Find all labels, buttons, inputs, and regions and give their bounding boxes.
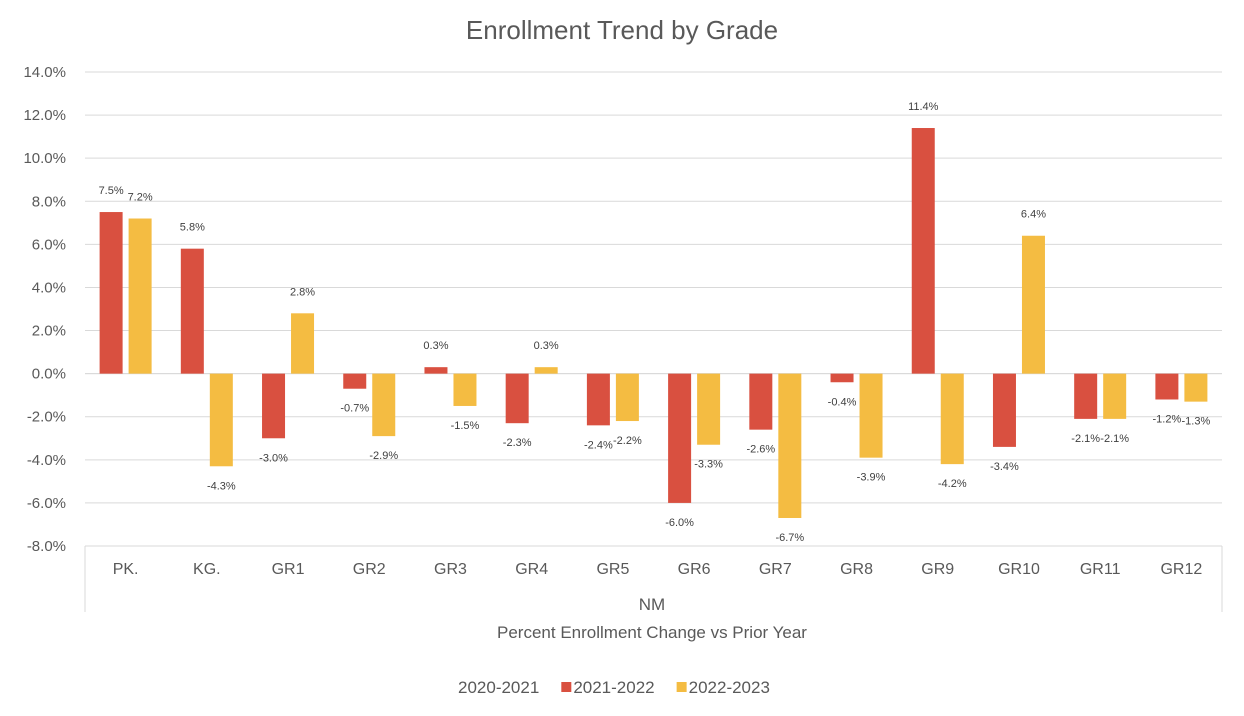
data-label: -4.3% [207, 480, 236, 492]
x-tick-label: GR10 [998, 561, 1040, 578]
legend-swatch [561, 682, 572, 692]
data-label: -3.0% [259, 452, 288, 464]
y-tick-label: -8.0% [27, 538, 66, 555]
legend: 2020-2021 2021-2022 2022-2023 [458, 678, 770, 697]
data-label: -3.4% [990, 461, 1019, 473]
bar-2022-2023 [534, 367, 558, 374]
bar-2022-2023 [128, 218, 152, 374]
group-label: NM [639, 595, 665, 614]
y-tick-label: 12.0% [23, 107, 66, 124]
y-tick-label: 6.0% [32, 236, 66, 253]
bar-2022-2023 [291, 313, 315, 374]
bar-2021-2022 [1155, 373, 1179, 400]
x-tick-label: GR12 [1160, 561, 1202, 578]
bar-2022-2023 [859, 373, 883, 458]
data-label: 0.3% [534, 340, 559, 352]
data-label: -2.3% [503, 437, 532, 449]
x-axis-title: Percent Enrollment Change vs Prior Year [497, 623, 807, 642]
data-label: -2.6% [746, 444, 775, 456]
bar-2021-2022 [586, 373, 610, 426]
y-tick-label: 14.0% [23, 64, 66, 81]
bar-2021-2022 [992, 373, 1016, 447]
x-tick-label: GR9 [921, 561, 954, 578]
data-label: -2.2% [613, 435, 642, 447]
bar-2021-2022 [505, 373, 529, 424]
data-label: 7.2% [128, 192, 153, 204]
x-tick-label: GR1 [272, 561, 305, 578]
y-tick-label: -6.0% [27, 495, 66, 512]
bar-2022-2023 [209, 373, 233, 467]
bar-2021-2022 [180, 248, 204, 374]
y-tick-label: 10.0% [23, 150, 66, 167]
data-label: -1.3% [1182, 416, 1211, 428]
y-tick-label: 0.0% [32, 366, 66, 383]
bar-2022-2023 [615, 373, 639, 422]
data-label: -2.1% [1100, 433, 1129, 445]
y-tick-label: -4.0% [27, 452, 66, 469]
chart-title: Enrollment Trend by Grade [466, 15, 778, 45]
data-label: -1.2% [1153, 413, 1182, 425]
data-label: 0.3% [423, 340, 448, 352]
x-tick-label: GR8 [840, 561, 873, 578]
y-tick-label: -2.0% [27, 409, 66, 426]
data-label: -4.2% [938, 478, 967, 490]
data-label: -2.9% [369, 450, 398, 462]
data-label: -6.0% [665, 517, 694, 529]
x-tick-label: KG. [193, 561, 221, 578]
data-label: -2.4% [584, 439, 613, 451]
x-tick-label: GR11 [1080, 561, 1121, 578]
data-label: 6.4% [1021, 209, 1046, 221]
bar-2022-2023 [372, 373, 396, 437]
bar-2022-2023 [1103, 373, 1127, 419]
bar-2022-2023 [778, 373, 802, 518]
legend-entry: 2021-2022 [573, 678, 654, 697]
data-label: 5.8% [180, 222, 205, 234]
bar-2021-2022 [1074, 373, 1098, 419]
x-tick-label: GR3 [434, 561, 467, 578]
bar-2021-2022 [911, 128, 935, 374]
data-label: -6.7% [775, 532, 804, 544]
y-tick-label: 2.0% [32, 323, 66, 340]
y-tick-label: 8.0% [32, 193, 66, 210]
data-label: -2.1% [1071, 433, 1100, 445]
legend-entry: 2022-2023 [689, 678, 770, 697]
bar-2022-2023 [1184, 373, 1208, 402]
bar-2021-2022 [343, 373, 367, 389]
legend-swatch [676, 682, 687, 692]
data-label: -0.7% [340, 403, 369, 415]
bar-2021-2022 [262, 373, 286, 439]
bar-2021-2022 [99, 212, 123, 374]
data-label: 2.8% [290, 286, 315, 298]
data-label: -3.9% [857, 472, 886, 484]
bar-2021-2022 [830, 373, 854, 383]
data-label: 11.4% [908, 101, 939, 113]
bar-2021-2022 [749, 373, 773, 430]
data-label: -1.5% [451, 420, 480, 432]
y-tick-label: 4.0% [32, 279, 66, 296]
x-tick-label: GR4 [515, 561, 548, 578]
bar-2021-2022 [668, 373, 692, 503]
bar-2022-2023 [453, 373, 477, 406]
x-tick-label: GR5 [596, 561, 629, 578]
bar-2021-2022 [424, 367, 448, 374]
x-tick-label: GR2 [353, 561, 386, 578]
bar-2022-2023 [940, 373, 964, 465]
data-label: 7.5% [99, 185, 124, 197]
bar-2022-2023 [697, 373, 721, 445]
x-tick-label: GR6 [678, 561, 711, 578]
data-label: -3.3% [694, 459, 723, 471]
bar-2022-2023 [1021, 235, 1045, 374]
x-tick-label: PK. [113, 561, 139, 578]
data-label: -0.4% [828, 396, 857, 408]
legend-entry: 2020-2021 [458, 678, 539, 697]
x-tick-label: GR7 [759, 561, 792, 578]
